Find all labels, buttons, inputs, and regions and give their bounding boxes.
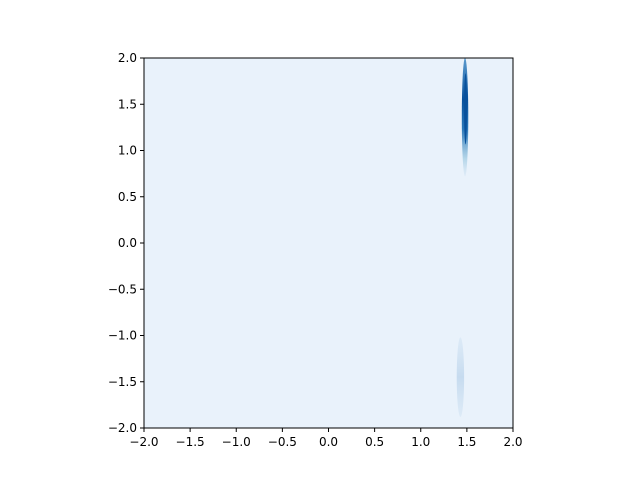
density-peak-upper: [461, 58, 469, 177]
x-tick-label: 0.0: [319, 435, 338, 449]
y-tick-label: −2.0: [108, 421, 137, 435]
x-tick-label: 0.5: [365, 435, 384, 449]
y-tick-label: 0.5: [118, 190, 137, 204]
y-tick-label: −1.0: [108, 329, 137, 343]
y-tick-label: −0.5: [108, 282, 137, 296]
x-tick-label: 1.0: [411, 435, 430, 449]
x-tick-label: −0.5: [268, 435, 297, 449]
x-tick-label: −2.0: [129, 435, 158, 449]
plot-background: [144, 58, 513, 428]
density-peak-lower: [456, 337, 465, 417]
x-axis: −2.0 −1.5 −1.0 −0.5 0.0 0.5 1.0 1.5 2.0: [129, 428, 523, 449]
y-tick-label: 2.0: [118, 51, 137, 65]
x-tick-label: −1.5: [176, 435, 205, 449]
x-tick-label: −1.0: [222, 435, 251, 449]
density-contour: [456, 337, 465, 417]
density-layer: [456, 58, 469, 417]
x-tick-label: 2.0: [503, 435, 522, 449]
y-axis: 2.0 1.5 1.0 0.5 0.0 −0.5 −1.0 −1.5 −2.0: [108, 51, 144, 435]
x-tick-label: 1.5: [457, 435, 476, 449]
y-tick-label: 1.0: [118, 144, 137, 158]
y-tick-label: 1.5: [118, 97, 137, 111]
y-tick-label: −1.5: [108, 375, 137, 389]
y-tick-label: 0.0: [118, 236, 137, 250]
density-core: [464, 73, 467, 145]
